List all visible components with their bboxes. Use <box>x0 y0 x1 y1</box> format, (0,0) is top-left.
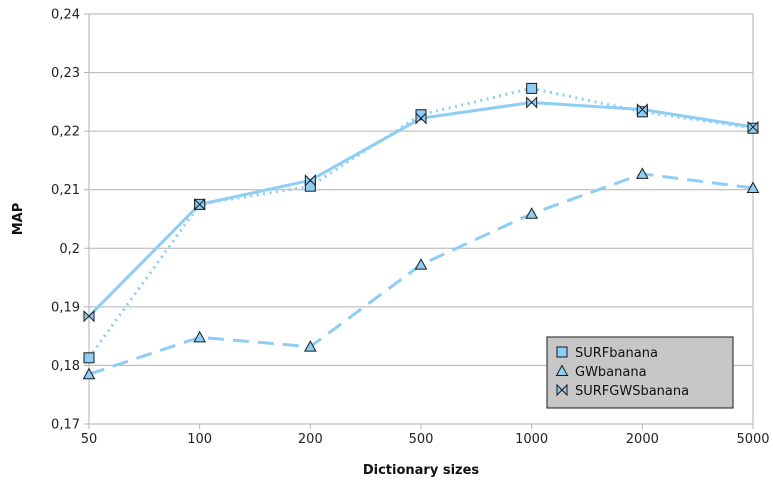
data-point-GWbanana <box>414 258 428 270</box>
data-point-SURFGWSbanana <box>83 310 95 323</box>
x-axis-label: Dictionary sizes <box>363 463 480 478</box>
x-tick-label: 1000 <box>515 432 548 447</box>
data-point-SURFGWSbanana <box>304 174 316 187</box>
legend-box <box>546 336 734 409</box>
x-tick-label: 500 <box>409 432 434 447</box>
data-point-SURFbanana <box>83 352 95 364</box>
data-point-SURFGWSbanana <box>194 198 206 211</box>
y-tick-label: 0,24 <box>51 8 80 23</box>
data-point-SURFGWSbanana <box>526 96 538 109</box>
y-axis-ticks: 0,17 0,18 0,19 0,2 0,21 0,22 0,23 0,24 <box>51 8 89 433</box>
series-markers <box>82 82 760 380</box>
data-point-SURFbanana <box>304 180 316 192</box>
y-tick-label: 0,17 <box>51 418 80 433</box>
x-tick-label: 5000 <box>736 432 769 447</box>
x-axis-ticks: 50 100 200 500 1000 2000 5000 <box>81 424 770 447</box>
data-point-GWbanana <box>303 340 317 352</box>
legend-marker-SURFGWSbanana <box>556 383 568 397</box>
y-tick-label: 0,2 <box>59 242 80 257</box>
data-point-GWbanana <box>746 181 760 193</box>
legend-label: GWbanana <box>575 365 647 380</box>
data-point-SURFGWSbanana <box>415 112 427 125</box>
data-point-SURFGWSbanana <box>636 103 648 116</box>
legend-label: SURFbanana <box>575 346 658 361</box>
y-tick-label: 0,19 <box>51 300 80 315</box>
data-point-GWbanana <box>193 330 207 343</box>
x-tick-label: 200 <box>298 432 323 447</box>
data-point-SURFbanana <box>526 82 538 94</box>
legend-label: SURFGWSbanana <box>575 384 689 399</box>
data-point-SURFGWSbanana <box>747 120 759 134</box>
x-tick-label: 100 <box>187 432 212 447</box>
legend-marker-SURFbanana <box>556 346 568 358</box>
y-axis-label: MAP <box>11 203 26 236</box>
y-tick-label: 0,22 <box>51 125 80 140</box>
legend: SURFbanana GWbanana SURFGWSbanana <box>546 336 734 409</box>
legend-marker-GWbanana <box>555 364 569 376</box>
y-tick-label: 0,21 <box>51 183 80 198</box>
x-tick-label: 50 <box>81 432 98 447</box>
x-tick-label: 2000 <box>626 432 659 447</box>
y-tick-label: 0,18 <box>51 359 80 374</box>
data-point-GWbanana <box>525 207 539 219</box>
data-point-GWbanana <box>635 167 649 179</box>
data-point-GWbanana <box>82 367 96 380</box>
y-tick-label: 0,23 <box>51 66 80 81</box>
